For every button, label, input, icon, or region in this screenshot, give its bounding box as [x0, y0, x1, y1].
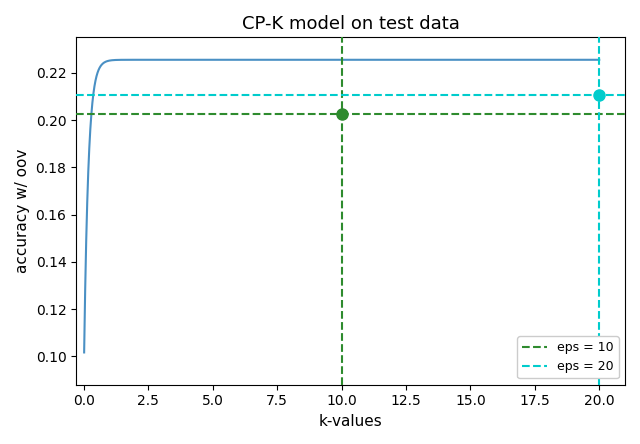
Y-axis label: accuracy w/ oov: accuracy w/ oov [15, 149, 30, 273]
X-axis label: k-values: k-values [319, 414, 383, 429]
Legend: eps = 10, eps = 20: eps = 10, eps = 20 [517, 336, 619, 378]
Title: CP-K model on test data: CP-K model on test data [242, 15, 460, 33]
